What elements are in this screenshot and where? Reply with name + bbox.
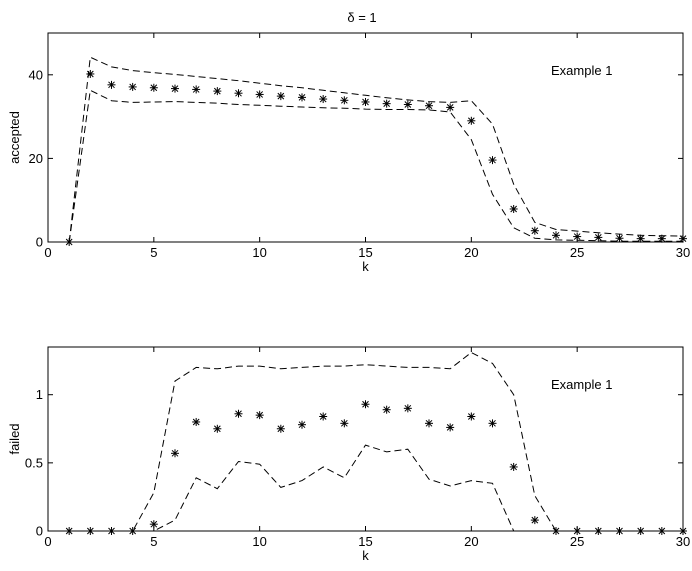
- y-axis-label: failed: [7, 423, 22, 454]
- y-axis-label: accepted: [7, 111, 22, 164]
- asterisk-data-point: [446, 423, 455, 432]
- asterisk-data-point: [425, 419, 433, 428]
- asterisk-data-point: [255, 90, 264, 99]
- asterisk-data-point: [276, 424, 285, 433]
- x-tick-label: 0: [44, 245, 51, 260]
- x-tick-label: 30: [676, 534, 690, 549]
- asterisk-data-point: [298, 93, 306, 102]
- asterisk-data-point: [403, 100, 412, 109]
- asterisk-data-point: [509, 204, 518, 213]
- asterisk-data-point: [446, 103, 455, 112]
- asterisk-data-point: [467, 116, 476, 125]
- figure-title: δ = 1: [347, 10, 376, 25]
- example-annotation: Example 1: [551, 63, 612, 78]
- asterisk-data-point: [340, 96, 349, 105]
- asterisk-data-point: [636, 234, 645, 243]
- asterisk-data-point: [171, 84, 179, 93]
- y-tick-label: 0: [36, 235, 43, 250]
- asterisk-data-point: [213, 87, 222, 96]
- asterisk-data-point: [467, 412, 476, 421]
- asterisk-data-point: [107, 80, 116, 89]
- asterisk-data-point: [86, 69, 95, 78]
- asterisk-data-point: [192, 417, 201, 426]
- asterisk-data-point: [192, 85, 201, 94]
- asterisk-data-point: [255, 411, 264, 420]
- x-axis-label: k: [362, 548, 369, 563]
- asterisk-data-point: [594, 233, 603, 242]
- upper-bound-dashed-line: [68, 56, 684, 243]
- asterisk-data-point: [615, 234, 624, 243]
- y-tick-label: 20: [29, 151, 43, 166]
- asterisk-data-point: [361, 97, 370, 106]
- asterisk-data-point: [488, 156, 497, 165]
- x-tick-label: 10: [252, 245, 266, 260]
- asterisk-data-point: [276, 92, 285, 101]
- x-tick-label: 25: [570, 534, 584, 549]
- asterisk-data-point: [552, 231, 560, 240]
- x-tick-label: 25: [570, 245, 584, 260]
- asterisk-data-point: [425, 101, 433, 110]
- asterisk-data-point: [149, 520, 158, 529]
- asterisk-data-point: [530, 516, 539, 525]
- y-tick-label: 0.5: [25, 455, 43, 470]
- x-axis-label: k: [362, 259, 369, 274]
- x-tick-label: 20: [464, 534, 478, 549]
- asterisk-data-point: [171, 449, 179, 458]
- x-tick-label: 30: [676, 245, 690, 260]
- x-tick-label: 10: [252, 534, 266, 549]
- asterisk-data-point: [382, 405, 391, 414]
- asterisk-data-point: [149, 83, 158, 92]
- asterisk-data-point: [382, 99, 391, 108]
- asterisk-data-point: [530, 226, 539, 235]
- plot-area-frame: [47, 346, 684, 532]
- lower-bound-dashed-line: [68, 89, 683, 243]
- asterisk-data-point: [234, 89, 243, 98]
- asterisk-data-point: [403, 404, 412, 413]
- example-annotation: Example 1: [551, 377, 612, 392]
- x-tick-label: 5: [150, 534, 157, 549]
- y-tick-label: 1: [36, 387, 43, 402]
- accepted-panel: 0 5 10 15 20 25 30 0 20 40 k accepted Example 1: [7, 32, 690, 274]
- y-tick-label: 0: [36, 524, 43, 539]
- asterisk-data-point: [488, 419, 497, 428]
- asterisk-data-point: [298, 420, 306, 429]
- lower-bound-dashed-line: [69, 444, 683, 532]
- failed-panel: 0 5 10 15 20 25 30 0 0.5 1 k failed Example 1: [7, 346, 690, 563]
- asterisk-data-point: [340, 419, 349, 428]
- asterisk-data-point: [65, 238, 74, 246]
- upper-bound-dashed-line: [69, 351, 683, 532]
- asterisk-data-point: [361, 400, 370, 409]
- x-tick-label: 15: [358, 534, 372, 549]
- asterisk-data-point: [234, 409, 243, 418]
- asterisk-data-point: [213, 424, 222, 433]
- asterisk-data-point: [509, 462, 518, 471]
- asterisk-data-point: [128, 82, 137, 91]
- x-tick-label: 15: [358, 245, 372, 260]
- asterisk-data-point: [573, 232, 582, 241]
- asterisk-data-point: [319, 95, 328, 104]
- x-tick-label: 0: [44, 534, 51, 549]
- y-tick-label: 40: [29, 67, 43, 82]
- asterisk-data-point: [319, 412, 328, 421]
- x-tick-label: 5: [150, 245, 157, 260]
- x-tick-label: 20: [464, 245, 478, 260]
- asterisk-data-point: [86, 527, 95, 535]
